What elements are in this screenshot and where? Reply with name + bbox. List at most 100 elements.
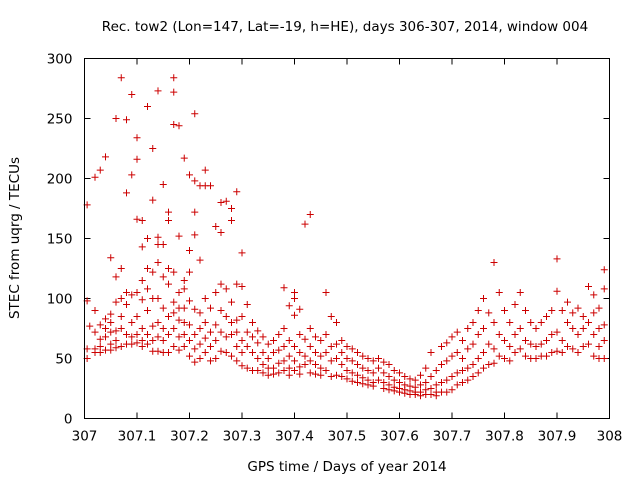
data-point: [375, 376, 382, 384]
data-point: [595, 304, 603, 312]
data-point: [180, 285, 188, 293]
data-point: [180, 154, 188, 162]
data-point: [128, 171, 136, 179]
data-point: [264, 355, 272, 362]
data-point: [291, 367, 298, 374]
data-point: [432, 392, 440, 400]
data-point: [453, 328, 461, 336]
data-point: [285, 352, 293, 360]
data-point: [453, 349, 461, 356]
data-point: [175, 333, 183, 341]
data-point: [537, 340, 545, 348]
data-point: [427, 391, 435, 398]
data-point: [186, 297, 193, 305]
data-point: [459, 367, 466, 374]
data-point: [343, 343, 351, 350]
data-point: [296, 331, 304, 338]
data-point: [474, 331, 482, 338]
data-point: [422, 379, 430, 386]
data-point: [448, 386, 456, 394]
data-point: [280, 343, 288, 350]
data-point: [291, 295, 298, 302]
data-point: [464, 364, 472, 372]
data-point: [574, 331, 582, 338]
data-point: [396, 369, 403, 377]
data-point: [480, 295, 487, 302]
data-point: [138, 243, 146, 251]
data-point: [275, 369, 283, 377]
data-point: [133, 339, 141, 347]
data-point: [170, 309, 178, 317]
data-point: [123, 116, 130, 124]
data-point: [301, 352, 309, 360]
data-point: [432, 381, 440, 389]
chart-title: Rec. tow2 (Lon=147, Lat=-19, h=HE), days…: [102, 19, 588, 35]
data-point: [275, 359, 283, 367]
data-point: [380, 385, 388, 392]
data-point: [600, 266, 608, 274]
data-point: [259, 369, 267, 377]
data-point: [186, 337, 193, 344]
data-point: [128, 291, 136, 299]
data-point: [312, 333, 319, 341]
data-point: [359, 374, 367, 382]
data-point: [506, 319, 514, 326]
data-point: [327, 313, 335, 320]
data-point: [317, 337, 325, 344]
data-point: [469, 340, 477, 348]
data-point: [427, 349, 435, 356]
data-point: [364, 355, 372, 362]
data-point: [417, 371, 424, 379]
data-point: [112, 273, 120, 281]
data-point: [123, 301, 130, 308]
data-point: [291, 289, 298, 296]
data-point: [165, 208, 172, 216]
data-point: [212, 355, 220, 362]
data-point: [212, 289, 220, 296]
data-point: [233, 280, 241, 288]
data-point: [217, 328, 225, 336]
data-point: [590, 309, 598, 317]
data-point: [138, 296, 146, 304]
data-point: [170, 121, 178, 128]
data-point: [548, 349, 556, 356]
data-point: [585, 283, 592, 290]
data-point: [348, 345, 356, 353]
data-point: [485, 361, 493, 368]
x-tick-label: 307.6: [380, 429, 419, 445]
x-tick-label: 307.2: [170, 429, 209, 445]
data-point: [338, 361, 346, 368]
data-point: [600, 355, 608, 362]
data-point: [165, 313, 172, 320]
data-point: [354, 379, 361, 386]
data-point: [595, 325, 603, 332]
data-point: [469, 361, 477, 368]
data-point: [443, 339, 451, 347]
data-point: [180, 304, 188, 312]
data-point: [154, 259, 162, 266]
data-point: [385, 361, 393, 368]
data-point: [117, 74, 125, 82]
data-point: [165, 265, 172, 272]
data-point: [123, 331, 130, 338]
data-point: [548, 331, 556, 338]
data-point: [364, 381, 372, 389]
x-axis-label: GPS time / Days of year 2014: [247, 459, 446, 475]
data-point: [222, 349, 230, 356]
data-point: [228, 217, 235, 224]
data-point: [453, 381, 461, 389]
data-point: [564, 343, 571, 350]
data-point: [144, 340, 151, 348]
data-point: [170, 325, 178, 332]
data-point: [280, 367, 288, 374]
data-point: [333, 371, 340, 379]
data-point: [569, 345, 577, 353]
data-point: [144, 265, 151, 272]
data-point: [417, 392, 424, 400]
data-point: [191, 358, 199, 366]
data-point: [243, 328, 251, 336]
data-point: [579, 313, 587, 320]
data-point: [217, 280, 225, 288]
x-tick-label: 307.3: [223, 429, 262, 445]
data-point: [285, 302, 293, 310]
